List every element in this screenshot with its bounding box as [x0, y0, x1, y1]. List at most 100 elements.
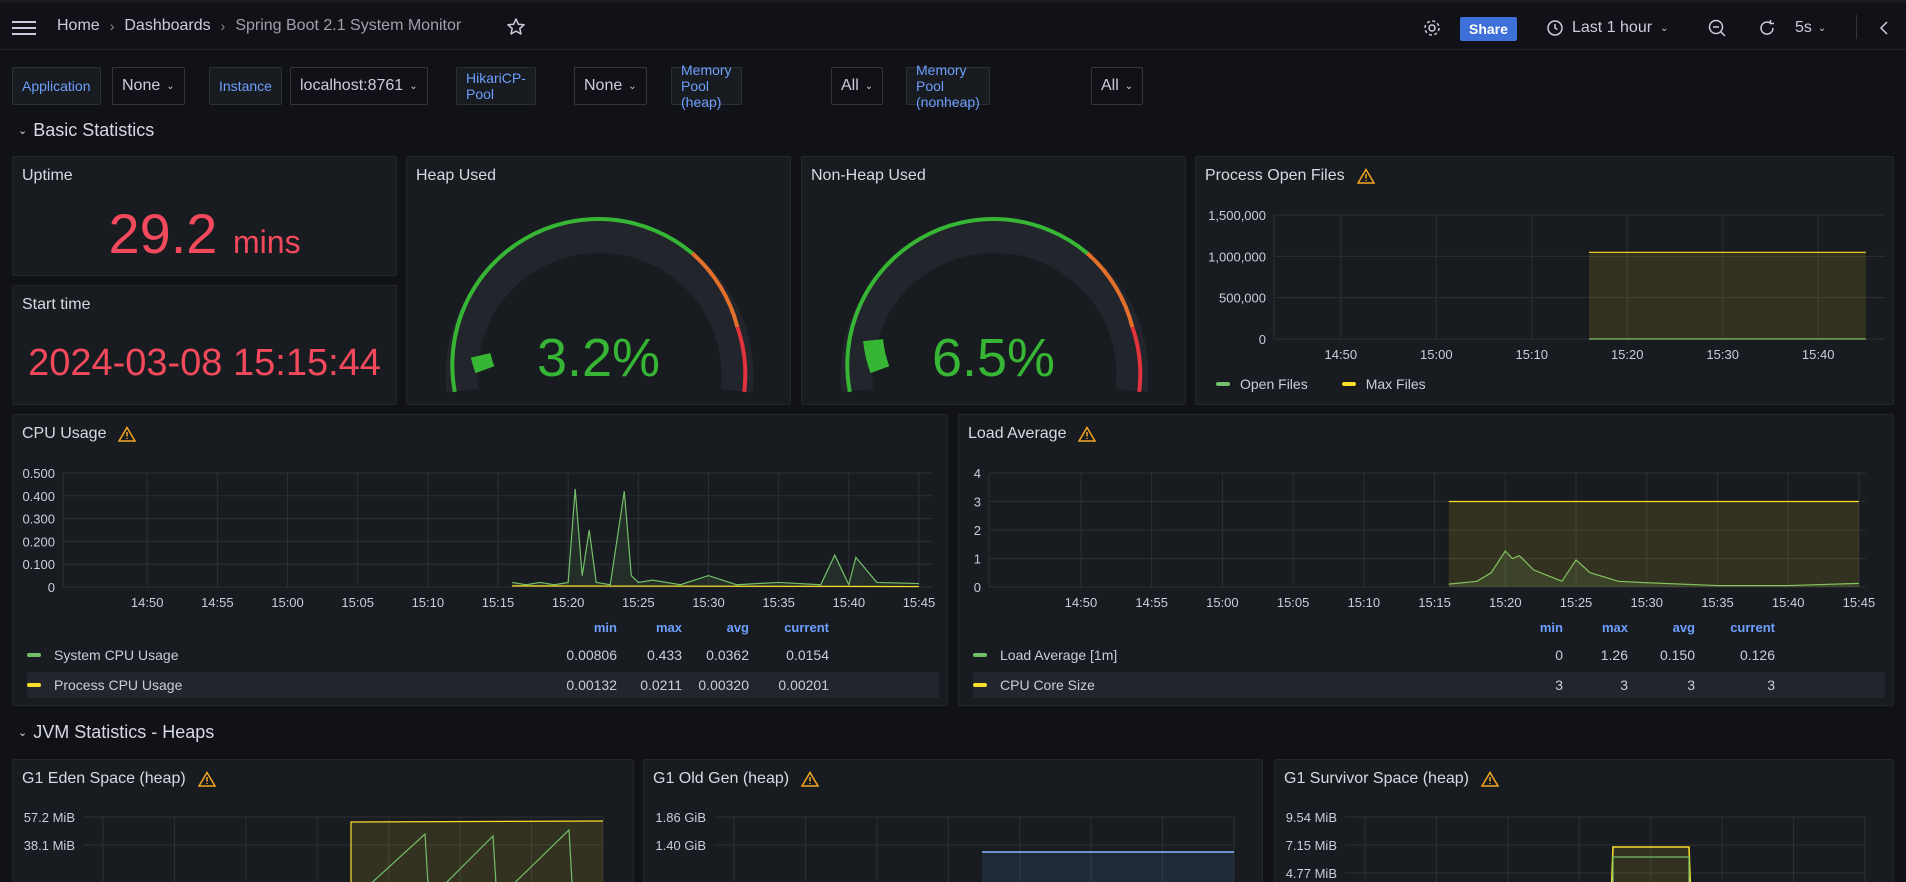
chevron-down-icon: ⌄ — [166, 80, 175, 92]
legend-header-min[interactable]: min — [1539, 620, 1563, 635]
refresh-interval-label: 5s — [1795, 19, 1812, 36]
nonheap-value: 6.5% — [931, 328, 1056, 388]
refresh-icon[interactable] — [1757, 18, 1777, 38]
panel-non-heap-used[interactable]: Non-Heap Used 6.5% — [801, 156, 1186, 405]
warning-icon[interactable] — [1078, 426, 1097, 442]
legend-row[interactable]: System CPU Usage 0.00806 0.433 0.0362 0.0154 — [27, 642, 939, 668]
panel-title-text: G1 Old Gen (heap) — [653, 770, 790, 787]
var-value: All — [1101, 77, 1119, 94]
y-tick-label: 2 — [974, 523, 981, 538]
y-tick-label: 0.200 — [22, 534, 55, 549]
legend-item-open-files[interactable]: Open Files — [1240, 376, 1308, 392]
series-line — [1612, 856, 1690, 882]
eden-chart[interactable]: 57.2 MiB 38.1 MiB — [13, 760, 635, 882]
time-range-picker[interactable]: Last 1 hour ⌄ — [1546, 19, 1668, 37]
legend-series-name: Load Average [1m] — [1000, 647, 1118, 663]
y-tick-label: 3 — [974, 495, 981, 510]
legend-item-max-files[interactable]: Max Files — [1365, 376, 1426, 392]
y-tick-label: 7.15 MiB — [1286, 838, 1337, 853]
panel-g1-survivor-space[interactable]: G1 Survivor Space (heap) 9.54 MiB 7.15 Mi… — [1274, 759, 1894, 882]
warning-icon[interactable] — [197, 771, 216, 787]
y-tick-label: 0.300 — [22, 512, 55, 527]
menu-icon[interactable] — [12, 17, 38, 37]
legend-row[interactable]: CPU Core Size 3 3 3 3 — [973, 672, 1885, 698]
legend-value: 3 — [1620, 677, 1628, 693]
panel-process-open-files[interactable]: Process Open Files 1,500,000 1,000,000 500… — [1195, 156, 1894, 405]
x-tick-label: 15:25 — [622, 595, 655, 610]
var-value: None — [122, 77, 161, 94]
star-icon[interactable] — [506, 17, 526, 37]
x-tick-label: 14:50 — [1325, 347, 1358, 362]
y-tick-label: 9.54 MiB — [1286, 810, 1337, 825]
breadcrumb-home[interactable]: Home — [57, 17, 100, 34]
legend-value: 0.0211 — [640, 677, 682, 693]
divider — [1856, 15, 1857, 39]
legend-header-min[interactable]: min — [593, 620, 617, 635]
refresh-interval-picker[interactable]: 5s ⌄ — [1795, 19, 1826, 37]
legend-header-max[interactable]: max — [655, 620, 682, 635]
var-select-hikaricp-pool[interactable]: None ⌄ — [574, 67, 647, 105]
gauge-track — [445, 220, 754, 393]
legend-header-max[interactable]: max — [1601, 620, 1628, 635]
var-select-memory-pool-heap[interactable]: All ⌄ — [831, 67, 884, 105]
panel-cpu-usage[interactable]: CPU Usage 0.500 0.400 0.300 0.200 0.100 0 14:5… — [12, 414, 948, 706]
var-label-memory-pool-nonheap: Memory Pool (nonheap) — [906, 62, 990, 110]
legend-header-current[interactable]: current — [784, 620, 829, 635]
legend-row[interactable]: Load Average [1m] 0 1.26 0.150 0.126 — [973, 642, 1885, 668]
var-select-memory-pool-nonheap[interactable]: All ⌄ — [1091, 67, 1144, 105]
collapse-icon[interactable] — [1874, 18, 1894, 38]
y-tick-label: 0.400 — [22, 489, 55, 504]
series-area — [512, 488, 919, 587]
uptime-stat: 29.2 mins — [13, 201, 396, 266]
old-gen-chart[interactable]: 1.86 GiB 1.40 GiB — [644, 760, 1264, 882]
legend-value: 3 — [1687, 677, 1695, 693]
panel-title: G1 Survivor Space (heap) — [1284, 770, 1499, 788]
var-select-instance[interactable]: localhost:8761 ⌄ — [290, 67, 428, 105]
legend-value: 0.433 — [646, 647, 682, 663]
series-line — [1448, 550, 1859, 587]
panel-start-time[interactable]: Start time 2024-03-08 15:15:44 — [12, 285, 397, 405]
survivor-chart[interactable]: 9.54 MiB 7.15 MiB 4.77 MiB — [1275, 760, 1895, 882]
x-tick-label: 15:40 — [1772, 595, 1805, 610]
y-tick-label: 1,000,000 — [1208, 249, 1266, 264]
warning-icon[interactable] — [118, 426, 137, 442]
gear-icon[interactable] — [1422, 18, 1442, 38]
panel-title-text: G1 Eden Space (heap) — [22, 770, 186, 787]
legend-series-name: CPU Core Size — [1000, 677, 1095, 693]
x-tick-label: 15:30 — [692, 595, 725, 610]
heap-gauge — [445, 217, 754, 393]
series-line — [350, 820, 604, 882]
legend-header-avg[interactable]: avg — [1672, 620, 1695, 635]
x-tick-label: 15:30 — [1630, 595, 1663, 610]
x-tick-label: 15:40 — [1802, 347, 1835, 362]
share-button[interactable]: Share — [1460, 17, 1517, 41]
panel-uptime[interactable]: Uptime 29.2 mins — [12, 156, 397, 276]
open-files-chart[interactable]: 1,500,000 1,000,000 500,000 0 14:50 15:00 15:1… — [1196, 157, 1895, 406]
x-tick-label: 15:15 — [482, 595, 515, 610]
legend-header-current[interactable]: current — [1730, 620, 1775, 635]
x-tick-label: 15:20 — [552, 595, 585, 610]
y-tick-label: 1,500,000 — [1208, 208, 1266, 223]
var-select-application[interactable]: None ⌄ — [112, 67, 185, 105]
warning-icon[interactable] — [1480, 771, 1499, 787]
panel-load-average[interactable]: Load Average 4 3 2 1 0 14:50 14:55 15:00 15:05 15… — [958, 414, 1894, 706]
panel-g1-old-gen[interactable]: G1 Old Gen (heap) 1.86 GiB 1.40 GiB — [643, 759, 1263, 882]
legend-value: 0.00806 — [566, 647, 617, 663]
row-header-jvm-heaps[interactable]: ⌄ JVM Statistics - Heaps — [18, 722, 214, 743]
x-tick-label: 15:20 — [1611, 347, 1644, 362]
zoom-out-icon[interactable] — [1707, 18, 1727, 38]
panel-heap-used[interactable]: Heap Used 3.2% — [406, 156, 791, 405]
legend-row[interactable]: Process CPU Usage 0.00132 0.0211 0.00320 0.0… — [27, 672, 939, 698]
cpu-usage-chart[interactable]: 0.500 0.400 0.300 0.200 0.100 0 14:50 14:55 15:0… — [13, 415, 949, 615]
warning-icon[interactable] — [801, 771, 820, 787]
row-header-basic[interactable]: ⌄ Basic Statistics — [18, 120, 154, 141]
x-tick-label: 15:05 — [1277, 595, 1310, 610]
panel-g1-eden-space[interactable]: G1 Eden Space (heap) 57.2 MiB 38.1 MiB — [12, 759, 634, 882]
warning-icon[interactable] — [1356, 168, 1375, 184]
legend-header-avg[interactable]: avg — [726, 620, 749, 635]
chevron-down-icon: ⌄ — [409, 80, 418, 92]
gauge-threshold-green — [845, 217, 1089, 393]
legend-value: 1.26 — [1600, 647, 1628, 663]
breadcrumb-dashboards[interactable]: Dashboards — [124, 17, 211, 34]
load-average-chart[interactable]: 4 3 2 1 0 14:50 14:55 15:00 15:05 15:10 15:15 15:20… — [959, 415, 1895, 615]
